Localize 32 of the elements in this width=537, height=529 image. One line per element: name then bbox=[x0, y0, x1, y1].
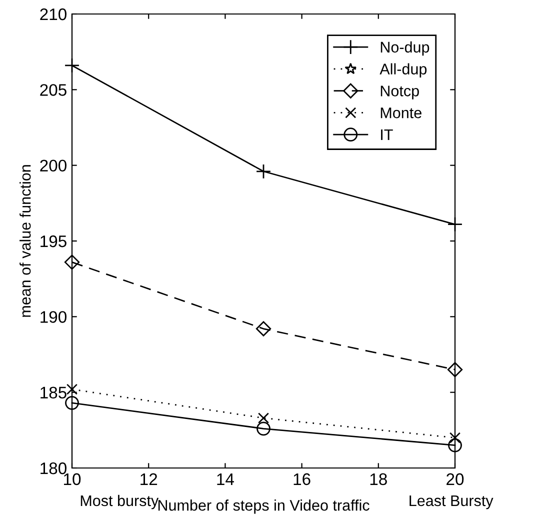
x-tick-label: 10 bbox=[64, 473, 81, 486]
point bbox=[256, 422, 270, 436]
legend-label: IT bbox=[381, 129, 393, 140]
point bbox=[66, 384, 78, 395]
y-tick-label: 180 bbox=[40, 462, 66, 474]
point bbox=[448, 438, 462, 452]
y-axis-title: mean of value function bbox=[20, 165, 31, 317]
y-tick-label: 190 bbox=[40, 311, 66, 323]
y-tick-label: 185 bbox=[40, 386, 66, 399]
point bbox=[447, 362, 463, 378]
x-tick-label: 12 bbox=[140, 473, 158, 485]
legend-label: No-dup bbox=[380, 41, 430, 56]
x-axis-title: Number of steps in Video traffic bbox=[158, 500, 370, 514]
legend-label: All-dup bbox=[380, 63, 427, 78]
point bbox=[64, 254, 80, 270]
y-tick-label: 205 bbox=[40, 84, 66, 96]
x-tick-label: 14 bbox=[217, 473, 234, 485]
y-tick-label: 195 bbox=[40, 235, 66, 248]
point bbox=[65, 396, 79, 410]
legend-label: Monte bbox=[380, 108, 422, 118]
point bbox=[256, 321, 272, 336]
point bbox=[258, 412, 270, 424]
text: Most bursty bbox=[80, 494, 159, 510]
y-tick-label: 210 bbox=[40, 8, 66, 20]
x-tick-label: 16 bbox=[294, 473, 310, 486]
x-tick-label: 20 bbox=[446, 473, 464, 486]
text: Least Bursty bbox=[410, 495, 494, 510]
x-tick-label: 18 bbox=[370, 473, 387, 486]
y-tick-label: 200 bbox=[40, 160, 66, 172]
legend-label: Notcp bbox=[380, 86, 419, 100]
point bbox=[256, 164, 272, 180]
point bbox=[449, 432, 461, 444]
